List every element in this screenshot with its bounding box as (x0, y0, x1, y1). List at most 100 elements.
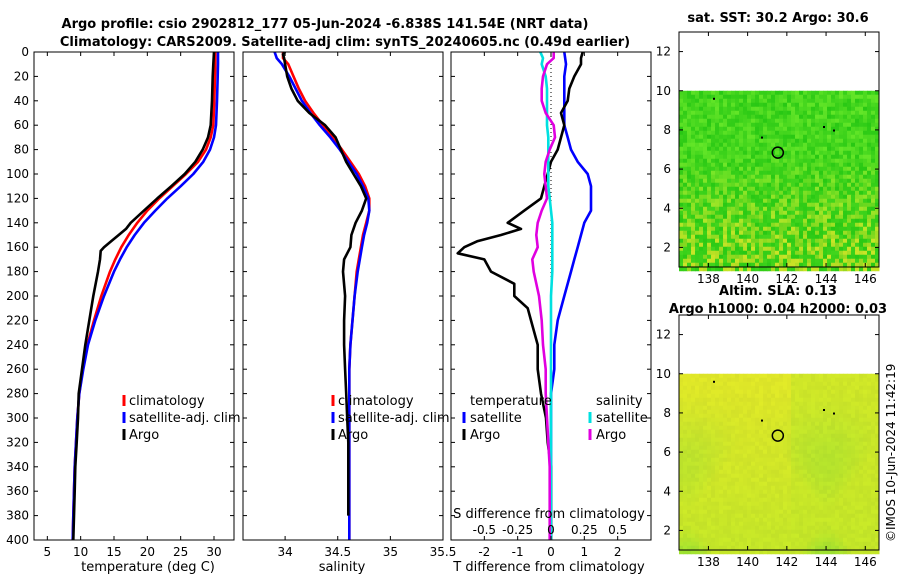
map-cell (827, 102, 832, 108)
map-cell (711, 393, 716, 399)
map-cell (863, 413, 868, 419)
map-cell (715, 537, 720, 543)
map-cell (867, 110, 872, 116)
map-cell (775, 106, 780, 112)
map-cell (703, 194, 708, 200)
map-cell (715, 469, 720, 475)
map-cell (851, 162, 856, 168)
map-cell (815, 425, 820, 431)
map-cell (803, 377, 808, 383)
map-cell (787, 489, 792, 495)
map-cell (679, 118, 684, 124)
map-cell (835, 250, 840, 256)
map-cell (719, 202, 724, 208)
map-cell (863, 234, 868, 240)
map-cell (851, 154, 856, 160)
map-cell (735, 477, 740, 483)
map-cell (783, 521, 788, 527)
map-cell (719, 106, 724, 112)
map-cell (747, 266, 752, 272)
map-cell (839, 417, 844, 423)
depth-tick-label: 280 (6, 387, 29, 401)
map-cell (851, 106, 856, 112)
map-cell (739, 425, 744, 431)
map-cell (799, 477, 804, 483)
map-cell (811, 433, 816, 439)
map-cell (787, 150, 792, 156)
map-cell (783, 242, 788, 248)
map-cell (683, 473, 688, 479)
map-cell (771, 218, 776, 224)
map-cell (815, 118, 820, 124)
map-cell (843, 377, 848, 383)
map-cell (775, 122, 780, 128)
map-cell (871, 130, 876, 136)
map-cell (787, 449, 792, 455)
map-cell (703, 266, 708, 272)
map-cell (687, 210, 692, 216)
map-cell (863, 437, 868, 443)
map-cell (751, 469, 756, 475)
map-cell (699, 469, 704, 475)
map-cell (867, 134, 872, 140)
map-cell (687, 226, 692, 232)
map-cell (679, 497, 684, 503)
map-cell (755, 242, 760, 248)
map-cell (683, 126, 688, 132)
map-cell (759, 222, 764, 228)
map-cell (867, 158, 872, 164)
map-cell (751, 134, 756, 140)
map-cell (807, 134, 812, 140)
map-cell (691, 417, 696, 423)
map-cell (771, 162, 776, 168)
map-x-tick-label: 140 (736, 555, 759, 569)
map-cell (831, 413, 836, 419)
map-cell (835, 266, 840, 272)
map-cell (719, 138, 724, 144)
map-cell (819, 218, 824, 224)
map-cell (767, 222, 772, 228)
map-cell (859, 373, 864, 379)
map-cell (699, 393, 704, 399)
map-cell (787, 541, 792, 547)
map-cell (851, 417, 856, 423)
map-cell (767, 529, 772, 535)
map-cell (859, 413, 864, 419)
map-cell (851, 513, 856, 519)
map-cell (871, 537, 876, 543)
map-cell (707, 501, 712, 507)
salinity-legend: climatology satellite-adj. clim Argo (331, 394, 450, 443)
map-cell (815, 525, 820, 531)
map-cell (715, 489, 720, 495)
map-cell (723, 182, 728, 188)
map-cell (839, 190, 844, 196)
map-cell (867, 517, 872, 523)
map-cell (823, 477, 828, 483)
map-cell (775, 401, 780, 407)
map-cell (823, 194, 828, 200)
map-cell (835, 521, 840, 527)
map-cell (811, 381, 816, 387)
map-cell (803, 489, 808, 495)
map-cell (827, 98, 832, 104)
map-cell (759, 98, 764, 104)
map-cell (819, 174, 824, 180)
map-cell (735, 425, 740, 431)
map-cell (855, 389, 860, 395)
map-cell (755, 178, 760, 184)
map-cell (871, 373, 876, 379)
map-cell (851, 254, 856, 260)
map-cell (819, 413, 824, 419)
map-cell (703, 441, 708, 447)
map-cell (703, 122, 708, 128)
map-cell (743, 529, 748, 535)
map-cell (767, 202, 772, 208)
map-cell (719, 198, 724, 204)
map-cell (707, 198, 712, 204)
map-cell (875, 517, 880, 523)
map-cell (847, 477, 852, 483)
map-cell (811, 529, 816, 535)
map-cell (711, 178, 716, 184)
map-cell (827, 469, 832, 475)
map-cell (771, 517, 776, 523)
